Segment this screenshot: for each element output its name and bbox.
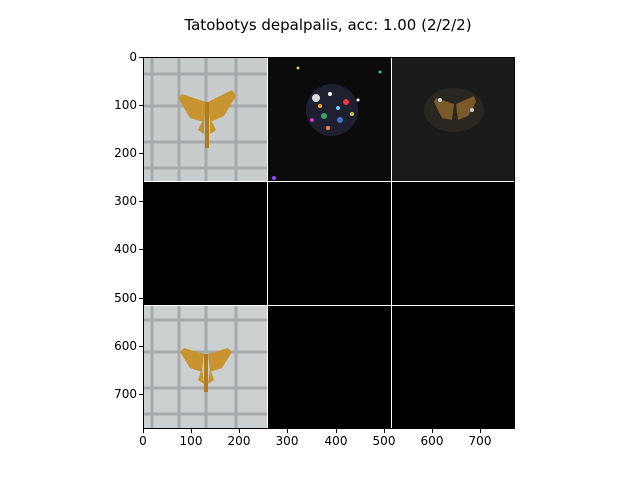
saliency-noise-image [272, 66, 382, 180]
x-tick-mark [432, 429, 433, 433]
y-tick-mark [139, 346, 143, 347]
x-tick-label: 400 [324, 434, 348, 448]
y-tick-mark [139, 298, 143, 299]
y-tick-label: 200 [114, 146, 137, 160]
cell-r0-c0 [144, 58, 267, 181]
y-tick-mark [139, 394, 143, 395]
y-tick-mark [139, 153, 143, 154]
cell-r2-c0 [144, 306, 267, 428]
x-tick-label: 0 [139, 434, 147, 448]
x-tick-mark [384, 429, 385, 433]
moth-image [178, 90, 236, 148]
figure-title: Tatobotys depalpalis, acc: 1.00 (2/2/2) [184, 16, 472, 34]
x-tick-label: 100 [179, 434, 203, 448]
y-tick-label: 700 [114, 387, 137, 401]
grid-separator [391, 58, 392, 428]
x-tick-mark [191, 429, 192, 433]
y-tick-label: 100 [114, 98, 137, 112]
x-tick-mark [143, 429, 144, 433]
y-tick-label: 400 [114, 242, 137, 256]
y-tick-label: 300 [114, 194, 137, 208]
y-tick-label: 500 [114, 291, 137, 305]
grid-separator [144, 181, 514, 182]
cell-r2-c1 [268, 306, 391, 428]
x-tick-label: 200 [227, 434, 251, 448]
y-tick-mark [139, 105, 143, 106]
grid-separator [267, 58, 268, 428]
x-tick-label: 700 [468, 434, 492, 448]
moth-image [180, 348, 232, 392]
x-tick-label: 600 [420, 434, 444, 448]
cell-r1-c0 [144, 182, 267, 305]
x-tick-mark [287, 429, 288, 433]
y-tick-mark [139, 57, 143, 58]
grid-separator [144, 305, 514, 306]
cell-r0-c2 [392, 58, 514, 181]
y-tick-mark [139, 201, 143, 202]
x-tick-mark [480, 429, 481, 433]
cell-r0-c1 [268, 58, 391, 181]
cell-r1-c2 [392, 182, 514, 305]
y-tick-label: 0 [129, 50, 137, 64]
cell-r2-c2 [392, 306, 514, 428]
cell-r1-c1 [268, 182, 391, 305]
masked-moth-image [424, 88, 484, 132]
x-tick-label: 500 [372, 434, 396, 448]
x-tick-label: 300 [275, 434, 299, 448]
image-grid [143, 57, 515, 429]
y-tick-label: 600 [114, 339, 137, 353]
x-tick-mark [239, 429, 240, 433]
x-tick-mark [336, 429, 337, 433]
y-tick-mark [139, 249, 143, 250]
